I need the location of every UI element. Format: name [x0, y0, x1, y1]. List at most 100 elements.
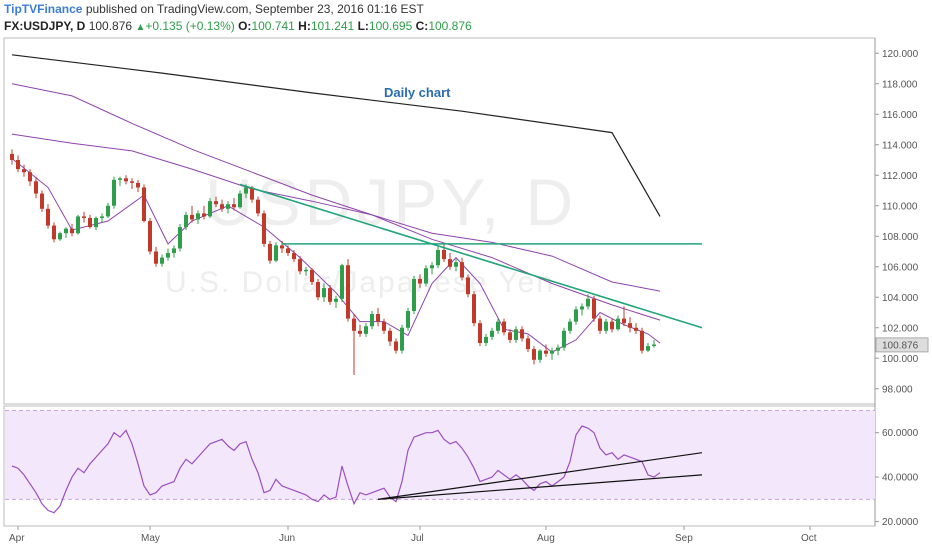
candle-up — [64, 228, 68, 234]
price-tick-label: 112.000 — [882, 171, 918, 182]
price-layer — [10, 54, 703, 376]
close-label: C: — [415, 19, 429, 33]
candle-down — [472, 294, 476, 324]
candle-down — [232, 204, 236, 208]
candle-down — [40, 193, 44, 209]
rsi-trendline — [377, 452, 703, 500]
candle-down — [70, 228, 74, 234]
candle-up — [568, 321, 572, 331]
candle-down — [148, 221, 152, 252]
last-price: 100.876 — [88, 19, 133, 33]
candle-down — [28, 172, 32, 182]
candle-down — [16, 160, 20, 170]
candle-up — [322, 288, 326, 298]
candle-up — [604, 321, 608, 331]
candle-up — [76, 216, 80, 234]
candle-up — [334, 298, 338, 302]
candle-down — [610, 321, 614, 330]
author-link[interactable]: TipTVFinance — [4, 2, 83, 16]
candle-down — [640, 330, 644, 351]
candle-up — [94, 217, 98, 228]
candle-down — [286, 248, 290, 254]
candle-up — [274, 245, 278, 261]
rsi-trendline — [377, 474, 703, 500]
candle-up — [160, 257, 164, 264]
candle-up — [172, 248, 176, 254]
candle-up — [430, 265, 434, 269]
candle-down — [250, 187, 254, 200]
candle-up — [226, 204, 230, 209]
candle-up — [646, 346, 650, 351]
candle-down — [280, 245, 284, 249]
candle-down — [124, 178, 128, 182]
candle-up — [244, 187, 248, 194]
candle-up — [586, 298, 590, 307]
candle-up — [196, 213, 200, 220]
open-label: O: — [238, 19, 252, 33]
candle-down — [88, 217, 92, 228]
month-label: Oct — [801, 533, 817, 544]
candle-down — [298, 259, 302, 272]
candle-up — [616, 318, 620, 330]
candle-down — [268, 243, 272, 261]
candle-down — [418, 278, 422, 284]
price-tick-label: 106.000 — [882, 262, 919, 273]
month-label: Jul — [411, 533, 424, 544]
candle-up — [424, 268, 428, 284]
candle-up — [580, 306, 584, 310]
candle-down — [388, 330, 392, 342]
last-price-tag — [875, 337, 929, 353]
candle-down — [52, 225, 56, 240]
candle-down — [262, 213, 266, 244]
candle-down — [10, 153, 14, 160]
candle-down — [22, 169, 26, 173]
candle-up — [208, 201, 212, 217]
candle-up — [490, 330, 494, 337]
candle-up — [178, 227, 182, 249]
month-label: Apr — [9, 533, 25, 544]
candle-up — [304, 269, 308, 272]
candle-up — [340, 265, 344, 299]
candle-down — [394, 341, 398, 351]
candle-down — [622, 318, 626, 324]
candle-down — [136, 182, 140, 188]
rsi-tick-label: 40.0000 — [882, 473, 919, 484]
candle-down — [442, 249, 446, 260]
publish-header: TipTVFinance published on TradingView.co… — [4, 2, 424, 16]
candle-up — [58, 233, 62, 240]
rsi-tick-label: 60.0000 — [882, 428, 919, 439]
candle-down — [502, 321, 506, 333]
candle-down — [142, 187, 146, 221]
price-tick-label: 114.000 — [882, 140, 918, 151]
ma-long-line — [11, 54, 661, 217]
candle-up — [652, 344, 656, 347]
price-tick-label: 100.000 — [882, 354, 919, 365]
month-label: May — [141, 533, 160, 544]
candle-up — [454, 262, 458, 267]
price-tick-label: 110.000 — [882, 201, 918, 212]
price-tick-label: 118.000 — [882, 79, 918, 90]
candle-down — [532, 349, 536, 360]
candle-up — [436, 249, 440, 266]
candle-up — [112, 179, 116, 206]
close-value: 100.876 — [428, 19, 472, 33]
candle-up — [100, 216, 104, 218]
candle-up — [106, 205, 110, 217]
high-label: H: — [298, 19, 311, 33]
candle-down — [520, 329, 524, 339]
candle-down — [346, 265, 350, 319]
candle-up — [400, 327, 404, 351]
price-tick-label: 104.000 — [882, 293, 919, 304]
symbol-label[interactable]: FX:USDJPY, D — [4, 19, 86, 33]
candle-up — [166, 253, 170, 258]
candle-up — [370, 314, 374, 327]
rsi-band — [5, 410, 875, 500]
candle-down — [328, 288, 332, 302]
candle-down — [448, 259, 452, 267]
candle-down — [508, 332, 512, 340]
candle-up — [556, 347, 560, 351]
daily-chart-annotation: Daily chart — [384, 85, 451, 100]
candle-up — [496, 321, 500, 331]
